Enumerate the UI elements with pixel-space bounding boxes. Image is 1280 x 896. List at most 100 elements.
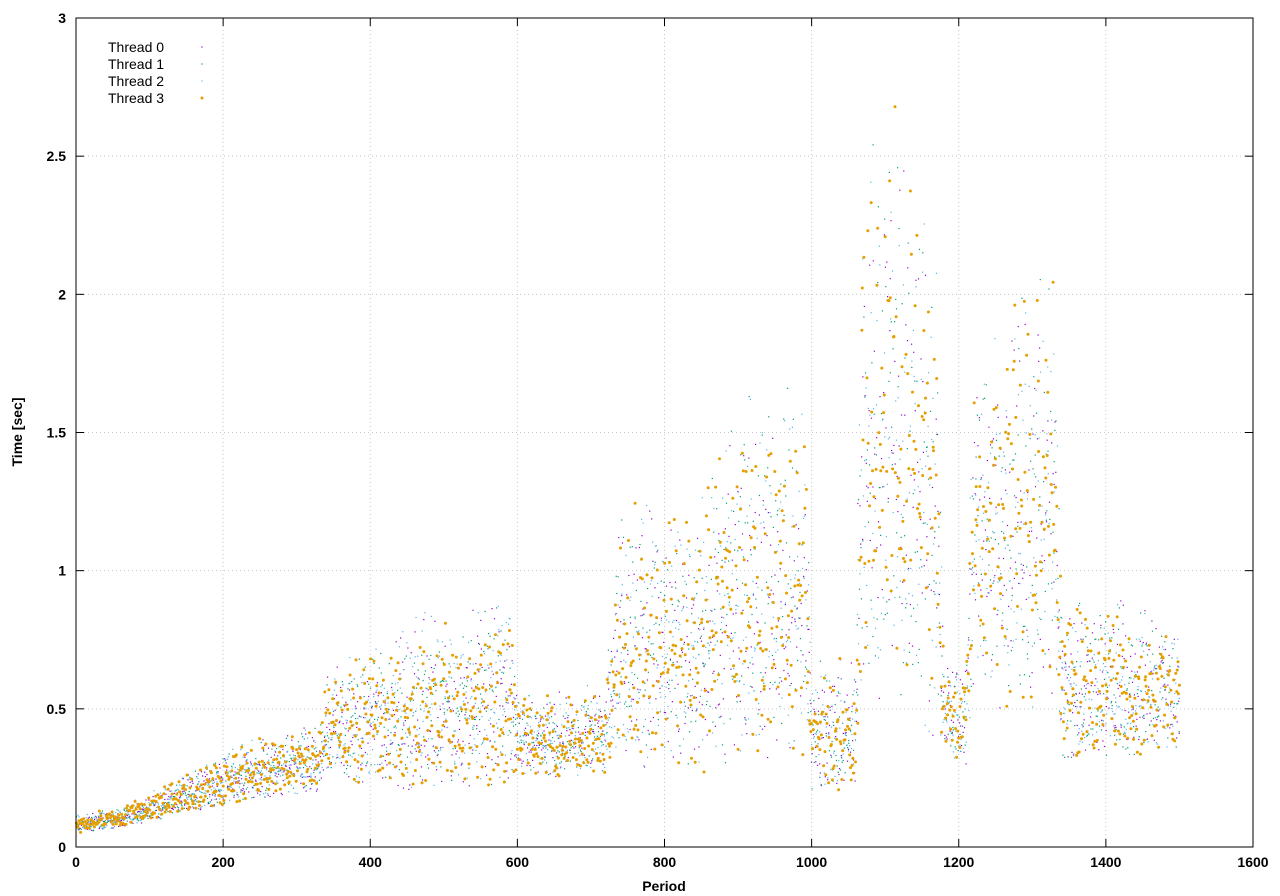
data-point xyxy=(236,771,240,775)
data-point xyxy=(361,681,363,684)
data-point xyxy=(774,637,776,639)
data-point xyxy=(116,809,118,811)
data-point xyxy=(746,515,748,517)
data-point xyxy=(836,780,839,782)
data-point xyxy=(319,772,321,774)
data-point xyxy=(239,783,241,785)
data-point xyxy=(99,826,101,828)
data-point xyxy=(1000,470,1002,473)
data-point xyxy=(1057,627,1059,629)
data-point xyxy=(419,727,421,729)
data-point xyxy=(144,817,146,819)
data-point xyxy=(467,661,469,663)
data-point xyxy=(1056,445,1059,447)
data-point xyxy=(295,761,297,763)
data-point xyxy=(992,531,994,533)
data-point xyxy=(370,726,372,728)
data-point xyxy=(600,745,603,747)
data-point xyxy=(336,701,340,705)
data-point xyxy=(806,625,808,627)
data-point xyxy=(358,715,360,717)
data-point xyxy=(775,651,777,653)
data-point xyxy=(1096,741,1098,743)
data-point xyxy=(646,679,649,681)
data-point xyxy=(549,734,551,736)
data-point xyxy=(847,748,850,750)
data-point xyxy=(612,705,614,707)
data-point xyxy=(873,617,875,619)
data-point xyxy=(347,746,351,750)
data-point xyxy=(668,683,670,686)
data-point xyxy=(422,650,426,654)
data-point xyxy=(1092,734,1094,736)
data-point xyxy=(788,629,790,631)
data-point xyxy=(300,774,302,776)
data-point xyxy=(618,737,620,739)
data-point xyxy=(383,735,387,739)
data-point xyxy=(242,787,244,790)
data-point xyxy=(132,817,134,819)
data-point xyxy=(748,395,750,398)
data-point xyxy=(233,780,235,782)
data-point xyxy=(505,701,507,704)
data-point xyxy=(620,652,622,654)
data-point xyxy=(1032,706,1034,708)
data-point xyxy=(1149,724,1151,726)
data-point xyxy=(609,713,611,715)
data-point xyxy=(273,743,277,747)
data-point xyxy=(977,506,980,508)
data-point xyxy=(1178,700,1180,702)
data-point xyxy=(1034,486,1037,488)
data-point xyxy=(299,767,301,769)
data-point xyxy=(238,799,242,803)
data-point xyxy=(287,780,291,784)
data-point xyxy=(923,441,925,443)
data-point xyxy=(593,739,596,742)
data-point xyxy=(668,621,670,623)
data-point xyxy=(470,678,472,680)
data-point xyxy=(515,714,517,716)
data-point xyxy=(550,742,552,745)
data-point xyxy=(872,635,874,638)
data-point xyxy=(1047,366,1049,368)
data-point xyxy=(167,805,171,809)
data-point xyxy=(613,737,615,739)
data-point xyxy=(403,669,405,671)
data-point xyxy=(819,731,821,733)
data-point xyxy=(785,542,788,544)
data-point xyxy=(883,352,886,354)
data-point xyxy=(893,575,895,577)
data-point xyxy=(1135,705,1137,707)
data-point xyxy=(719,593,721,595)
data-point xyxy=(1150,720,1152,722)
data-point xyxy=(492,673,494,675)
data-point xyxy=(224,802,226,804)
data-point xyxy=(982,398,984,400)
data-point xyxy=(129,815,131,817)
data-point xyxy=(544,756,546,758)
data-point xyxy=(465,691,467,693)
data-point xyxy=(1039,279,1041,281)
data-point xyxy=(364,717,366,719)
data-point xyxy=(512,703,514,705)
data-point xyxy=(489,684,491,686)
data-point xyxy=(1130,644,1132,646)
data-point xyxy=(398,701,400,703)
data-point xyxy=(1050,533,1052,535)
data-point xyxy=(334,678,336,680)
data-point xyxy=(1161,698,1163,700)
data-point xyxy=(601,716,603,718)
data-point xyxy=(769,485,771,487)
data-point xyxy=(671,701,673,703)
data-point xyxy=(1015,638,1017,640)
data-point xyxy=(251,786,253,788)
data-point xyxy=(278,750,282,754)
data-point xyxy=(492,691,494,693)
data-point xyxy=(175,789,177,791)
data-point xyxy=(608,717,610,719)
data-point xyxy=(1031,584,1033,586)
data-point xyxy=(656,660,658,662)
data-point xyxy=(449,639,451,641)
data-point xyxy=(127,812,129,814)
data-point xyxy=(500,683,502,685)
